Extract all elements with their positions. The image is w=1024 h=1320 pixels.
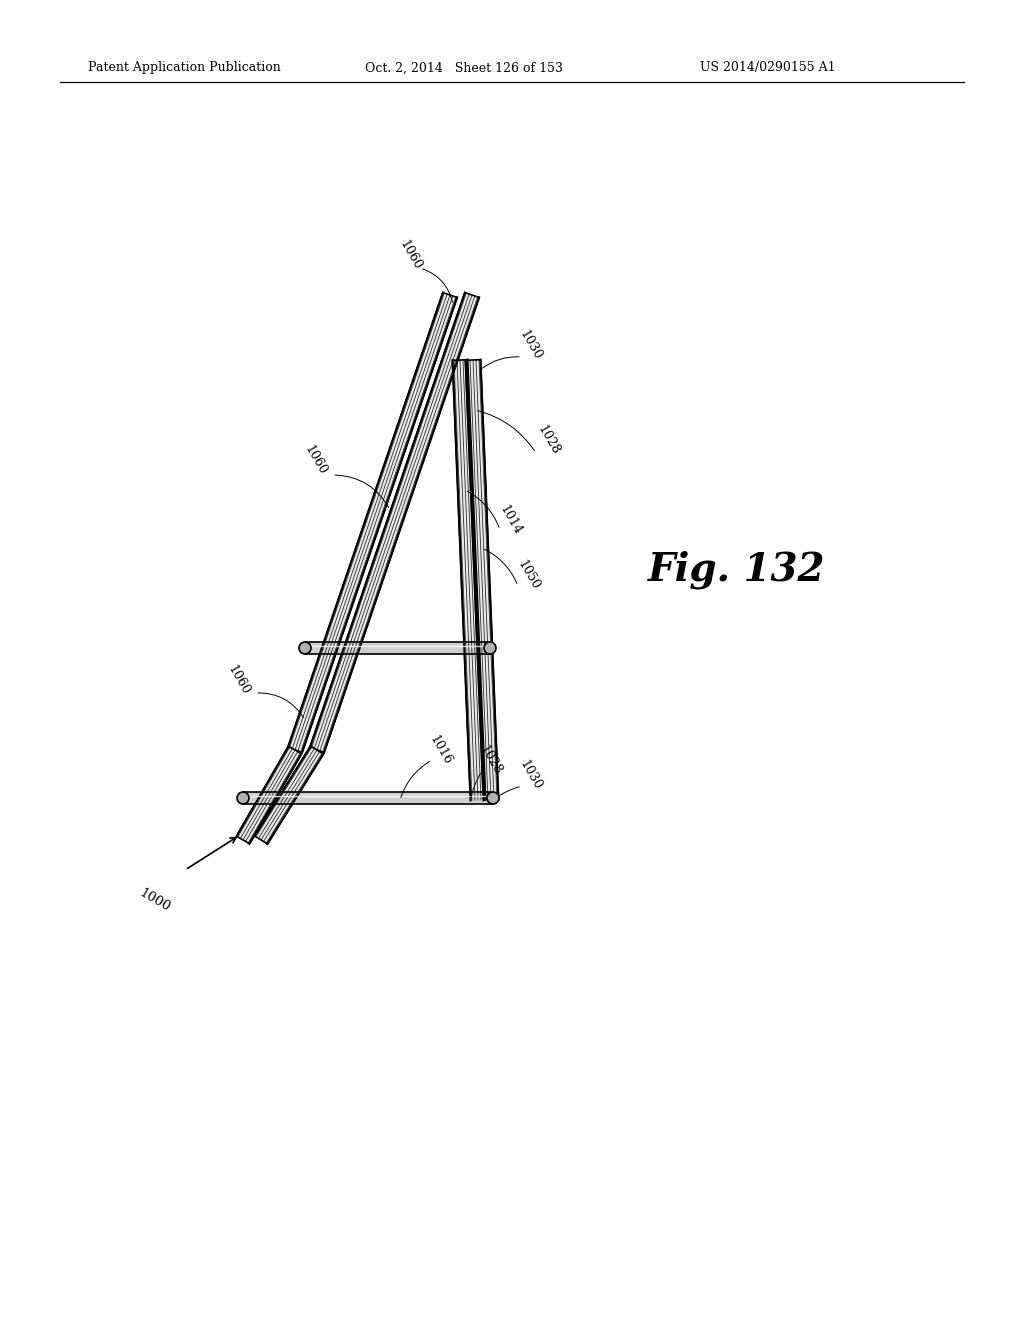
Circle shape [299, 642, 311, 653]
Text: 1000: 1000 [137, 886, 173, 913]
Text: 1028: 1028 [535, 422, 561, 457]
Text: 1060: 1060 [224, 663, 252, 697]
Polygon shape [310, 293, 479, 752]
Text: Patent Application Publication: Patent Application Publication [88, 62, 281, 74]
Polygon shape [243, 792, 493, 804]
Polygon shape [466, 359, 499, 800]
Text: 1060: 1060 [301, 444, 329, 477]
Text: 1014: 1014 [497, 503, 523, 537]
Text: Fig. 132: Fig. 132 [648, 550, 825, 589]
Text: 1028: 1028 [476, 743, 504, 777]
Polygon shape [288, 293, 457, 752]
Circle shape [237, 792, 249, 804]
Text: 1050: 1050 [514, 558, 542, 593]
Text: US 2014/0290155 A1: US 2014/0290155 A1 [700, 62, 836, 74]
Polygon shape [453, 359, 485, 800]
Circle shape [487, 792, 499, 804]
Polygon shape [255, 746, 324, 843]
Polygon shape [305, 642, 490, 653]
Text: 1016: 1016 [426, 733, 454, 767]
Text: 1030: 1030 [516, 758, 544, 792]
Text: Oct. 2, 2014   Sheet 126 of 153: Oct. 2, 2014 Sheet 126 of 153 [365, 62, 563, 74]
Polygon shape [237, 746, 301, 843]
Circle shape [484, 642, 496, 653]
Text: 1060: 1060 [396, 238, 424, 272]
Text: 1030: 1030 [516, 327, 544, 362]
